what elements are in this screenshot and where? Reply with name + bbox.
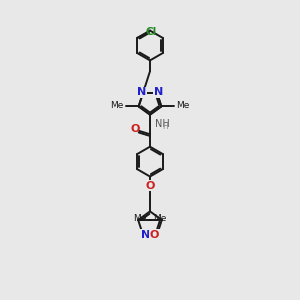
Text: N: N xyxy=(137,87,146,98)
Text: Me: Me xyxy=(110,101,124,110)
Text: Me: Me xyxy=(153,214,166,224)
Text: Cl: Cl xyxy=(146,27,157,37)
Text: Me: Me xyxy=(134,214,147,224)
Text: N: N xyxy=(154,87,163,98)
Text: O: O xyxy=(131,124,140,134)
Text: H: H xyxy=(162,122,168,131)
Text: O: O xyxy=(150,230,159,240)
Text: NH: NH xyxy=(154,119,169,129)
Text: Me: Me xyxy=(176,101,190,110)
Text: N: N xyxy=(141,230,150,240)
Text: O: O xyxy=(145,181,155,190)
